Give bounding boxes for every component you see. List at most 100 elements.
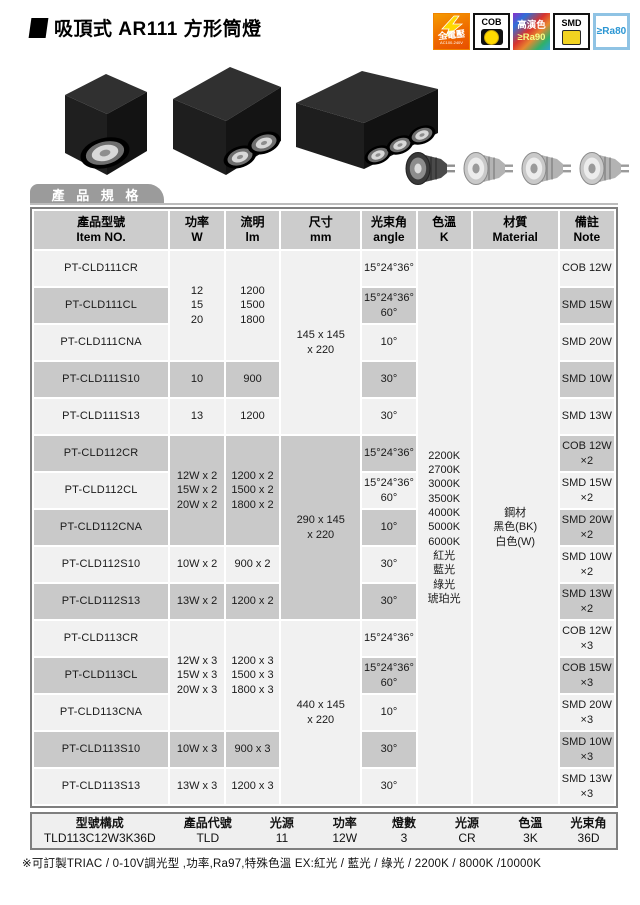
cob-badge: COB [473,13,510,50]
table-row: PT-CLD111CR 12 15 20 1200 1500 1800 145 … [34,251,614,804]
size-cell: 145 x 145 x 220 [281,251,361,434]
composition-value: TLD113C12W3K36D [43,831,156,845]
high-cri-value: ≥Ra90 [517,31,546,43]
angle-cell: 15°24°36° [362,621,416,656]
table-row: PT-CLD112S10 10W x 2 900 x 2 30° SMD 10W… [34,547,614,582]
model-cell: PT-CLD111S13 [34,399,169,434]
lumen-cell: 1200 [225,399,280,434]
note-cell: SMD 10W ×3 [559,732,614,767]
table-row: PT-CLD111CNA 10° SMD 20W [34,325,614,360]
composition-value: CR [458,831,476,845]
angle-cell: 30° [362,769,416,804]
smd-chip-icon [562,29,581,45]
composition-header: 光源 [455,816,480,830]
angle-cell: 15°24°36° 60° [362,473,416,508]
note-cell: SMD 15W [559,288,614,323]
composition-value: 12W [332,831,358,845]
power-cell: 12W x 3 15W x 3 20W x 3 [170,621,224,730]
table-row: PT-CLD113S13 13W x 3 1200 x 3 30° SMD 13… [34,769,614,804]
power-cell: 12W x 2 15W x 2 20W x 2 [170,436,224,545]
note-cell: SMD 10W [559,362,614,397]
table-row: PT-CLD113CL 15°24°36° 60° COB 15W ×3 [34,658,614,693]
col-header-angle: 光束角 angle [362,211,416,249]
angle-cell: 15°24°36° 60° [362,658,416,693]
model-cell: PT-CLD112S10 [34,547,169,582]
model-cell: PT-CLD112S13 [34,584,169,619]
composition-value: 11 [275,831,289,845]
power-cell: 10W x 2 [170,547,224,582]
col-header-lumen: 流明 lm [225,211,280,249]
note-cell: SMD 13W ×2 [559,584,614,619]
angle-cell: 30° [362,547,416,582]
customization-footnote: ※可訂製TRIAC / 0-10V調光型 ,功率,Ra97,特殊色溫 EX:紅光… [22,858,542,870]
lumen-cell: 900 [225,362,280,397]
full-voltage-range: AC100-240V [440,40,463,45]
ar111-bulbs-row [404,145,632,191]
ar111-bulb-silver-image [463,152,513,185]
angle-cell: 10° [362,510,416,545]
note-cell: COB 12W [559,251,614,286]
size-cell: 290 x 145 x 220 [281,436,361,619]
table-row: PT-CLD112CNA 10° SMD 20W ×2 [34,510,614,545]
table-row: PT-CLD112CR 12W x 2 15W x 2 20W x 2 1200… [34,436,614,619]
smd-badge: SMD [553,13,590,50]
col-header-note: 備註 Note [559,211,614,249]
lumen-cell: 1200 1500 1800 [225,251,280,360]
model-cell: PT-CLD112CR [34,436,169,471]
model-cell: PT-CLD111CNA [34,325,169,360]
size-cell: 440 x 145 x 220 [281,621,361,804]
model-cell: PT-CLD112CL [34,473,169,508]
spec-table: 產品型號 Item NO. 功率 W 流明 lm 尺寸 mm 光束角 angle 色溫 K … [32,209,616,806]
lightning-bolt-icon [441,15,464,39]
power-cell: 10 [170,362,224,397]
cob-label: COB [481,17,502,27]
note-cell: COB 15W ×3 [559,658,614,693]
model-cell: PT-CLD113S13 [34,769,169,804]
title-square-icon [28,17,49,38]
col-header-cct: 色溫 K [417,211,471,249]
model-cell: PT-CLD111CL [34,288,169,323]
fixture-2lamp-image [173,67,281,175]
composition-header: 光束角 [570,816,607,830]
lumen-cell: 900 x 2 [225,547,280,582]
note-cell: SMD 20W ×3 [559,695,614,730]
full-voltage-badge: 全電壓 AC100-240V [433,13,470,50]
composition-value: 3 [400,831,408,845]
table-row: PT-CLD112S13 13W x 2 1200 x 2 30° SMD 13… [34,584,614,619]
note-cell: SMD 20W ×2 [559,510,614,545]
table-row: PT-CLD113CR 12W x 3 15W x 3 20W x 3 1200… [34,621,614,804]
composition-header: 功率 [332,816,357,830]
note-cell: SMD 13W [559,399,614,434]
model-composition-headers: 型號構成 產品代號 光源 功率 燈數 光源 色溫 光束角 [32,816,616,831]
power-cell: 13W x 3 [170,769,224,804]
cct-cell: 2200K 2700K 3000K 3500K 4000K 5000K 6000… [417,251,471,804]
table-row: PT-CLD112CL 15°24°36° 60° SMD 15W ×2 [34,473,614,508]
note-cell: COB 12W ×3 [559,621,614,656]
angle-cell: 15°24°36° [362,436,416,471]
section-title: 產 品 規 格 [51,188,143,203]
power-cell: 12 15 20 [170,251,224,360]
model-cell: PT-CLD111CR [34,251,169,286]
composition-header: 光源 [269,816,294,830]
product-images [0,53,640,188]
angle-cell: 10° [362,695,416,730]
col-header-power: 功率 W [170,211,224,249]
spec-header-row: 產品型號 Item NO. 功率 W 流明 lm 尺寸 mm 光束角 angle 色溫 K … [34,211,614,249]
ar111-bulb-silver-image [579,152,629,185]
model-cell: PT-CLD113CNA [34,695,169,730]
page-header: 吸頂式 AR111 方形筒燈 [28,14,262,41]
ra80-badge: ≥Ra80 [593,13,630,50]
note-cell: SMD 10W ×2 [559,547,614,582]
ra80-label: ≥Ra80 [596,25,627,37]
fixture-3lamp-image [296,71,438,169]
section-divider [30,203,618,205]
note-cell: SMD 15W ×2 [559,473,614,508]
composition-header: 色溫 [518,816,543,830]
angle-cell: 30° [362,732,416,767]
angle-cell: 15°24°36° [362,251,416,286]
angle-cell: 15°24°36° 60° [362,288,416,323]
power-cell: 10W x 3 [170,732,224,767]
table-row: PT-CLD113S10 10W x 3 900 x 3 30° SMD 10W… [34,732,614,767]
model-cell: PT-CLD113CL [34,658,169,693]
composition-value: TLD [196,831,220,845]
